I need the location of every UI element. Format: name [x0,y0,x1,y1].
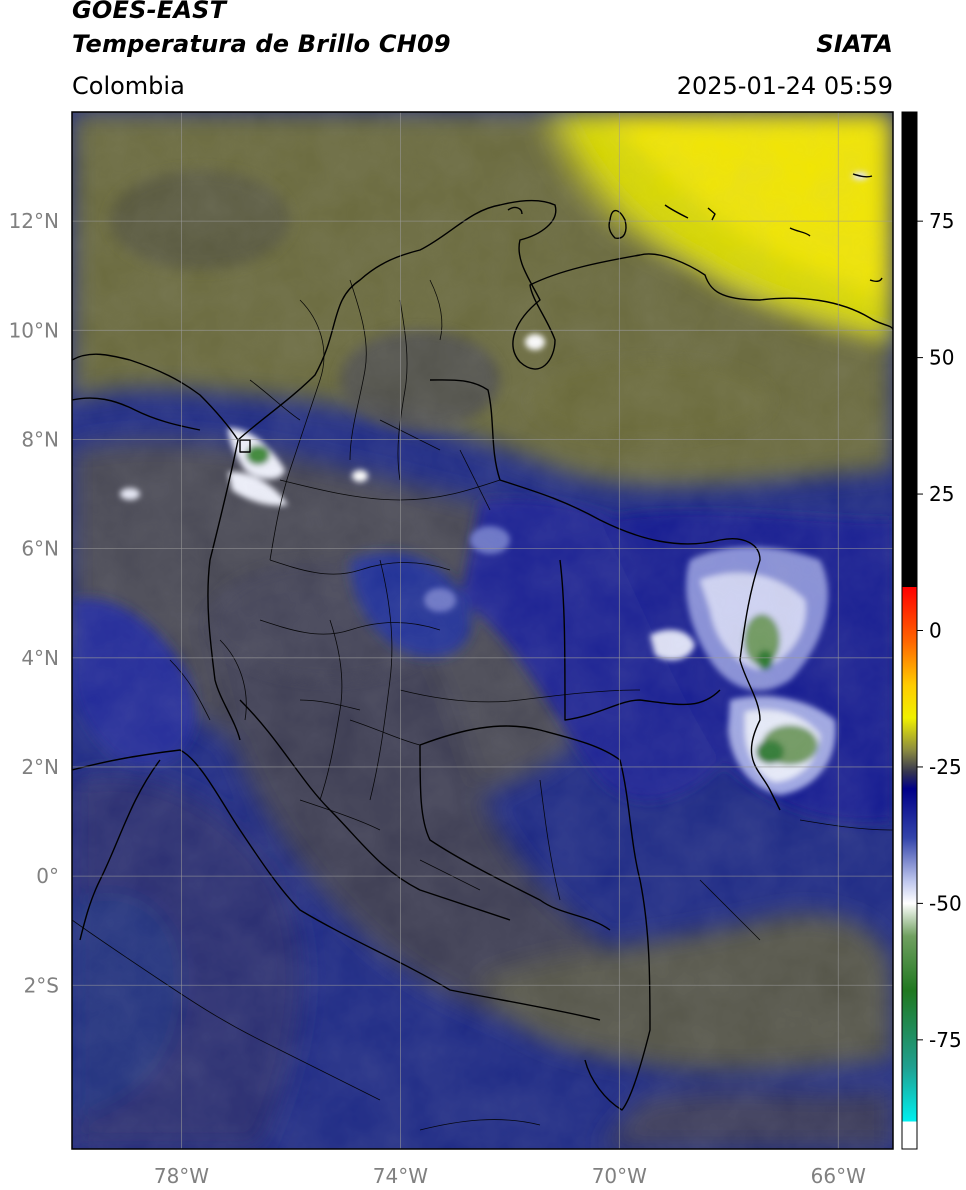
lat-tick-label: 6°N [21,537,59,561]
country-borders [72,173,893,1111]
lon-tick-label: 74°W [373,1164,428,1188]
lat-tick-label: 8°N [21,427,59,451]
colorbar-tick-label: 25 [929,482,954,506]
lon-tick-label: 78°W [154,1164,209,1188]
lat-tick-label: 2°S [24,973,59,997]
colorbar-tick-label: 50 [929,346,954,370]
colorbar-tick-label: -50 [929,891,962,915]
internal-borders [72,279,893,1131]
latitude-labels: 12°N 10°N 8°N 6°N 4°N 2°N 0° 2°S [9,209,59,997]
lat-tick-label: 10°N [9,318,59,342]
satellite-title: GOES-EAST [72,0,227,24]
colorbar-tick-label: -25 [929,755,962,779]
lat-tick-label: 0° [36,864,59,888]
colorbar-ticks: 75 50 25 0 -25 -50 -75 [917,209,962,1052]
colorbar-tick-label: 0 [929,619,942,643]
region-label: Colombia [72,72,185,100]
lat-tick-label: 4°N [21,646,59,670]
colorbar-tick-label: -75 [929,1028,962,1052]
colorbar [902,112,917,1149]
map-frame [71,111,894,1150]
lon-tick-label: 66°W [811,1164,866,1188]
lat-tick-label: 2°N [21,755,59,779]
colorbar-tick-label: 75 [929,209,954,233]
datetime-label: 2025-01-24 05:59 [676,72,893,100]
agency-label: SIATA [816,30,893,58]
product-title: Temperatura de Brillo CH09 [72,30,451,58]
longitude-labels: 78°W 74°W 70°W 66°W [154,1164,866,1188]
lon-tick-label: 70°W [592,1164,647,1188]
imagery-layer [72,112,893,1149]
gridlines [72,112,893,1149]
lat-tick-label: 12°N [9,209,59,233]
